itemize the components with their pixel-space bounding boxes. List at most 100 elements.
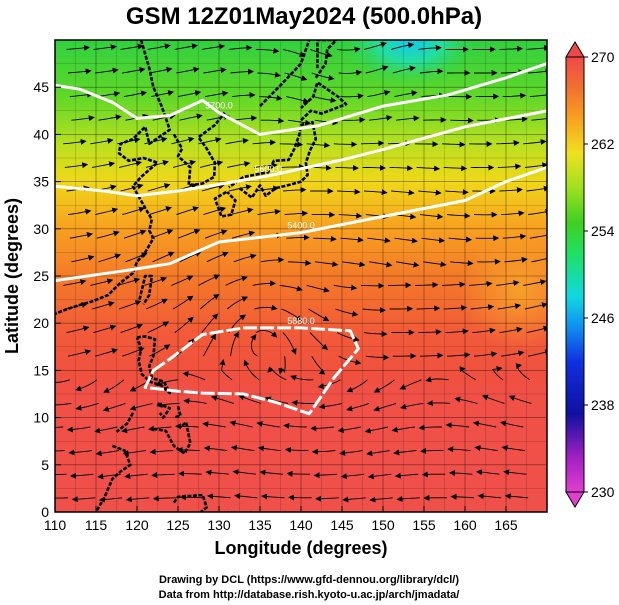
streamline-arrow [64,162,89,169]
streamline-arrow [230,68,254,75]
streamline-arrow [396,261,420,268]
y-tick-label-10: 10 [33,410,49,426]
streamline-arrow [172,159,197,168]
streamline-arrow [250,333,258,357]
streamline-arrow [341,116,366,123]
colorbar-tick-label-230: 230 [591,484,615,500]
streamline-arrow [526,185,547,192]
streamline-arrow [95,450,120,457]
streamline-arrow [491,366,503,381]
streamline-arrow [306,142,331,149]
coastline-segment [173,405,182,419]
streamline-arrow [363,41,387,50]
coastline-segment [172,111,226,187]
streamline-arrow [284,446,309,453]
streamline-arrow [499,45,523,52]
colorbar-tick-label-270: 270 [591,49,615,65]
streamline-arrow [124,473,148,480]
streamline-arrow [203,333,217,357]
streamline-arrow [206,251,229,263]
x-axis: 110 115 120 125 130 135 140 145 150 155 160 165 [44,506,518,533]
streamline-arrow [420,447,444,454]
streamline-arrow [447,446,471,453]
streamline-arrow [288,494,312,501]
x-tick-label-135: 135 [248,517,272,533]
streamline-arrow [144,276,167,286]
streamline-arrow [426,400,451,407]
streamline-arrow [503,469,527,476]
streamline-arrow [281,308,303,322]
x-tick-label-110: 110 [44,517,67,533]
streamline-arrow [257,445,282,452]
y-tick-label-35: 35 [33,174,49,190]
streamline-arrow [203,67,227,74]
streamline-arrow [336,332,360,342]
contour-label-5600.0: 5600.0 [254,164,282,174]
streamline-arrow [70,472,94,479]
streamline-arrow [201,43,226,50]
streamline-arrow [121,426,145,434]
streamline-arrow [279,141,304,148]
streamline-arrow [310,425,334,432]
coastline-segment [157,402,172,419]
streamline-arrow [504,116,528,123]
streamline-arrow [414,281,439,288]
streamline-arrow [147,321,170,334]
streamline-arrow [441,281,466,288]
streamline-arrow [149,206,172,216]
streamline-arrow [284,210,309,217]
streamline-arrow [470,304,495,311]
streamline-arrow [531,118,547,121]
streamline-arrow [243,359,260,381]
streamline-arrow [147,43,171,50]
streamline-arrow [63,279,87,286]
colorbar: 270 262 254 246 238 230 [565,41,615,508]
streamline-arrow [201,183,225,192]
streamline-arrow [55,379,70,384]
streamline-arrow [95,207,119,216]
streamline-arrow [267,366,287,381]
streamline-arrow [309,332,328,351]
streamline-arrow [396,495,420,502]
streamline-arrow [418,424,442,431]
streamline-arrow [264,396,288,404]
streamline-arrow [287,259,312,266]
streamline-arrow [313,235,337,242]
streamline-arrow [526,325,547,334]
streamline-arrow [501,210,525,217]
grid [55,40,547,512]
streamline-arrow [260,256,285,263]
streamline-arrow [69,231,93,239]
colorbar-tick-label-238: 238 [591,397,615,413]
streamline-arrow [392,65,416,74]
streamline-arrow [315,495,339,502]
streamline-arrow [179,113,203,121]
streamline-arrow [389,165,414,172]
streamline-arrow [314,261,339,268]
streamline-arrow [255,185,280,192]
streamline-arrow [445,422,470,429]
streamline-arrow [340,236,364,243]
streamline-arrow [144,136,168,145]
streamline-arrow [360,140,385,147]
streamline-arrow [508,395,532,404]
streamline-arrow [233,115,258,122]
streamline-arrow [203,445,228,452]
streamline-arrow [279,284,303,292]
streamline-arrow [450,260,474,267]
streamline-arrow [308,308,330,322]
streamline-arrow [454,396,478,404]
streamline-arrow [504,493,529,500]
streamline-arrow [230,444,255,452]
streamline-arrow [69,91,94,98]
streamline-arrow [362,307,386,314]
streamline-arrow [416,165,441,172]
streamline-arrow [75,402,99,411]
streamline-arrow [90,137,114,145]
streamline-arrow [177,228,201,239]
x-tick-label-130: 130 [207,517,231,533]
streamline-arrow [178,470,202,477]
contour-line-5600.0 [55,109,547,198]
y-axis-label: Latitude (degrees) [2,198,22,354]
x-tick-label-160: 160 [453,517,477,533]
